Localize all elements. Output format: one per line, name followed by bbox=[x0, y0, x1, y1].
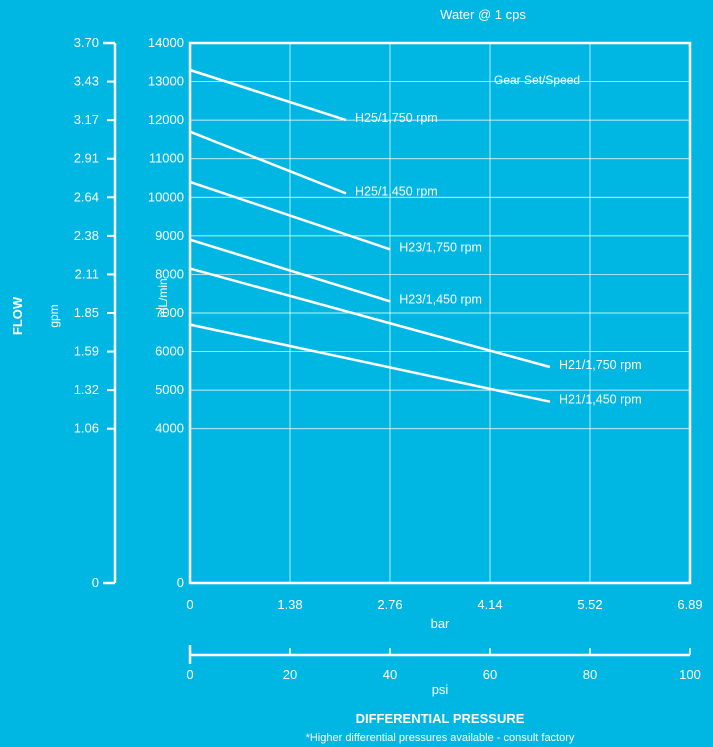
gpm-tick-label: 3.17 bbox=[74, 112, 99, 127]
gpm-tick-label: 1.85 bbox=[74, 305, 99, 320]
ml-tick-label: 4000 bbox=[155, 421, 184, 436]
gpm-tick-label: 1.59 bbox=[74, 344, 99, 359]
psi-axis-label: psi bbox=[432, 682, 449, 697]
gpm-tick-label: 3.70 bbox=[74, 35, 99, 50]
psi-axis-ticks: 0 20 40 60 80 100 bbox=[186, 648, 701, 682]
ml-tick-label: 13000 bbox=[148, 74, 184, 89]
psi-tick-label: 0 bbox=[186, 667, 193, 682]
ml-tick-label: 6000 bbox=[155, 344, 184, 359]
bar-tick-label: 1.38 bbox=[277, 597, 302, 612]
ml-axis-ticks: 0 4000 5000 6000 7000 8000 9000 10000 11000 12000… bbox=[148, 35, 184, 590]
ml-axis-label: mL/min bbox=[156, 278, 170, 317]
ml-tick-label: 14000 bbox=[148, 35, 184, 50]
ml-tick-label: 10000 bbox=[148, 189, 184, 204]
gpm-axis-label: gpm bbox=[47, 304, 61, 327]
ml-tick-label: 0 bbox=[177, 575, 184, 590]
gpm-tick-label: 3.43 bbox=[74, 74, 99, 89]
series-line bbox=[189, 267, 551, 369]
psi-tick-label: 40 bbox=[383, 667, 397, 682]
series-label: H21/1,450 rpm bbox=[559, 393, 642, 407]
chart-title: Water @ 1 cps bbox=[440, 7, 526, 22]
gpm-tick-label: 2.11 bbox=[75, 266, 99, 281]
series-label: H23/1,450 rpm bbox=[399, 292, 482, 306]
series-line bbox=[189, 238, 391, 303]
series-labels: H25/1,750 rpm H25/1,450 rpm H23/1,750 rpm H… bbox=[355, 111, 642, 407]
psi-tick-label: 100 bbox=[679, 667, 701, 682]
bar-tick-label: 0 bbox=[186, 597, 193, 612]
series-label: H21/1,750 rpm bbox=[559, 358, 642, 372]
series-line bbox=[189, 130, 347, 195]
series-line bbox=[189, 68, 347, 122]
gpm-tick-label: 1.06 bbox=[74, 421, 99, 436]
psi-tick-label: 20 bbox=[283, 667, 297, 682]
series-lines bbox=[189, 68, 551, 403]
footnote: *Higher differential pressures available… bbox=[306, 732, 575, 744]
bar-tick-label: 2.76 bbox=[377, 597, 402, 612]
ml-tick-label: 12000 bbox=[148, 112, 184, 127]
bar-axis-label: bar bbox=[431, 616, 450, 631]
ml-tick-label: 5000 bbox=[155, 382, 184, 397]
series-label: H23/1,750 rpm bbox=[399, 240, 482, 254]
series-label: H25/1,750 rpm bbox=[355, 111, 438, 125]
series-label: H25/1,450 rpm bbox=[355, 184, 438, 198]
legend-title: Gear Set/Speed bbox=[494, 73, 580, 87]
ml-tick-label: 11000 bbox=[149, 151, 184, 166]
grid bbox=[190, 43, 690, 583]
gpm-tick-label: 2.38 bbox=[74, 228, 99, 243]
plot-frame bbox=[188, 41, 692, 585]
bar-tick-label: 4.14 bbox=[477, 597, 502, 612]
x-axis-title: DIFFERENTIAL PRESSURE bbox=[356, 711, 525, 726]
bar-tick-label: 5.52 bbox=[577, 597, 602, 612]
flow-label: FLOW bbox=[10, 296, 25, 335]
gpm-axis-ticks: 0 1.06 1.32 1.59 1.85 2.11 2.38 2.64 2.91 3.17 3.4… bbox=[74, 35, 115, 590]
ml-tick-label: 9000 bbox=[155, 228, 184, 243]
bar-tick-label: 6.89 bbox=[677, 597, 702, 612]
ml-tick-label: 8000 bbox=[155, 266, 184, 281]
ml-tick-label: 7000 bbox=[155, 305, 184, 320]
series-line bbox=[189, 323, 551, 403]
gpm-tick-label: 1.32 bbox=[74, 382, 99, 397]
series-line bbox=[189, 180, 391, 251]
psi-tick-label: 80 bbox=[583, 667, 597, 682]
bar-axis-ticks: 0 1.38 2.76 4.14 5.52 6.89 bbox=[186, 597, 702, 612]
gpm-tick-label: 2.64 bbox=[74, 189, 99, 204]
psi-tick-label: 60 bbox=[483, 667, 497, 682]
gpm-tick-label: 2.91 bbox=[74, 151, 99, 166]
gpm-tick-label: 0 bbox=[92, 575, 99, 590]
